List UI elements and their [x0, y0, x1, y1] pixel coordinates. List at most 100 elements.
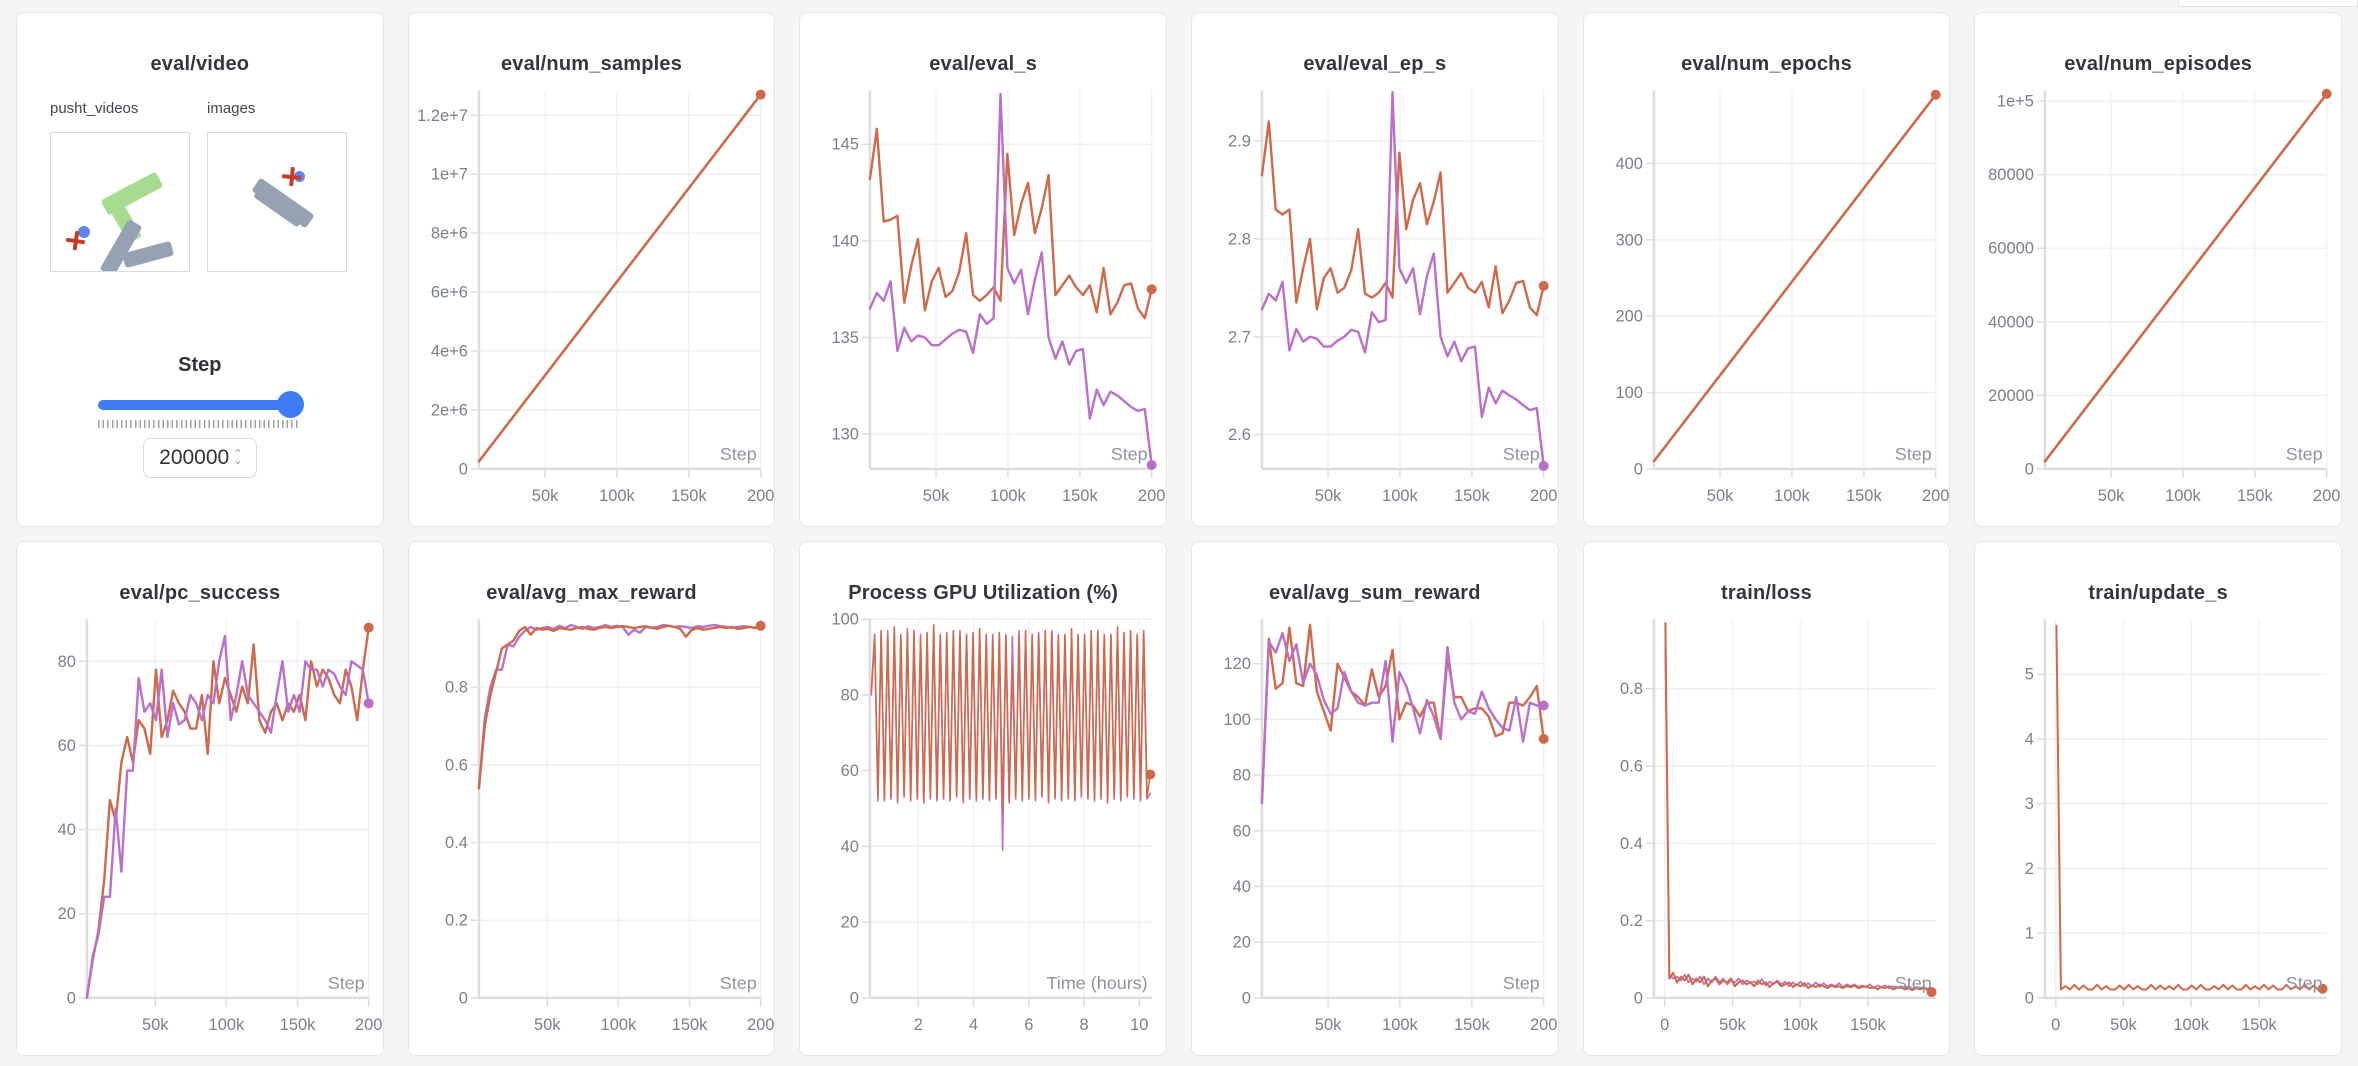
- chart-title: eval/eval_ep_s: [1303, 53, 1447, 75]
- svg-text:0.4: 0.4: [445, 834, 468, 852]
- svg-text:150k: 150k: [280, 1016, 316, 1034]
- chart-train-loss[interactable]: 0 0.2 0.4 0.6 0.8 0 50k 100k 150k Step: [1584, 611, 1950, 1048]
- svg-text:0: 0: [458, 989, 467, 1007]
- video-panel-body: pusht_videos images Step: [17, 82, 383, 519]
- svg-text:100: 100: [1223, 711, 1250, 729]
- clipped-panel-edge: [2178, 0, 2358, 7]
- svg-text:200: 200: [2313, 487, 2340, 505]
- svg-text:150k: 150k: [2237, 487, 2273, 505]
- svg-text:4: 4: [969, 1016, 978, 1034]
- svg-text:50k: 50k: [1315, 1016, 1342, 1034]
- chart-eval-pc-success[interactable]: 0 20 40 60 80 50k 100k 150k 200 Step: [17, 611, 383, 1048]
- chart-eval-num-samples[interactable]: 0 2e+6 4e+6 6e+6 8e+6 1e+7 1.2e+7 50k 100k 150k 20…: [409, 82, 775, 519]
- video-panel-title: eval/video: [150, 53, 250, 75]
- svg-text:Step: Step: [328, 973, 365, 993]
- panel-eval-eval-s: eval/eval_s 130 135 140 145 50k 100k 150k 200 St…: [799, 12, 1167, 527]
- svg-text:60000: 60000: [1988, 240, 2034, 258]
- media-label-images: images: [207, 100, 256, 117]
- svg-text:150k: 150k: [671, 487, 707, 505]
- chart-title: train/update_s: [2088, 582, 2228, 604]
- svg-text:Step: Step: [1894, 973, 1931, 993]
- chart-eval-avg-max-reward[interactable]: 0 0.2 0.4 0.6 0.8 50k 100k 150k 200 Step: [409, 611, 775, 1048]
- stepper-down-icon[interactable]: ⌄: [233, 455, 243, 467]
- video-thumbnail-pusht[interactable]: [50, 132, 190, 272]
- svg-text:50k: 50k: [1706, 487, 1733, 505]
- step-slider-label: Step: [178, 354, 222, 376]
- svg-text:8: 8: [1080, 1016, 1089, 1034]
- svg-text:145: 145: [832, 136, 859, 154]
- svg-text:Step: Step: [2286, 973, 2323, 993]
- chart-eval-avg-sum-reward[interactable]: 0 20 40 60 80 100 120 50k 100k 150k 200 Step: [1192, 611, 1558, 1048]
- svg-text:60: 60: [841, 762, 859, 780]
- svg-text:1: 1: [2025, 925, 2034, 943]
- svg-text:0: 0: [458, 460, 467, 478]
- svg-text:0: 0: [2051, 1016, 2060, 1034]
- svg-text:80: 80: [841, 686, 859, 704]
- panel-eval-avg-sum-reward: eval/avg_sum_reward 0 20 40 60 80 100 120 50k 10…: [1190, 541, 1559, 1056]
- chart-eval-num-epochs[interactable]: 0 100 200 300 400 50k 100k 150k 200 Step: [1584, 82, 1950, 519]
- chart-gpu-utilization[interactable]: 0 20 40 60 80 100 2 4 6 8 10 Time (hours): [800, 611, 1166, 1048]
- chart-title: eval/pc_success: [119, 582, 281, 604]
- panel-eval-num-episodes: eval/num_episodes 0 20000 40000 60000 80000 1…: [1974, 12, 2342, 527]
- svg-text:200: 200: [747, 487, 774, 505]
- chart-title: eval/avg_sum_reward: [1268, 582, 1481, 604]
- svg-text:50k: 50k: [531, 487, 558, 505]
- svg-text:50k: 50k: [1315, 487, 1342, 505]
- step-slider-track[interactable]: [98, 391, 304, 418]
- svg-text:100: 100: [1615, 384, 1642, 402]
- svg-text:10: 10: [1130, 1016, 1148, 1034]
- svg-text:50k: 50k: [923, 487, 950, 505]
- svg-text:0.4: 0.4: [1620, 835, 1643, 853]
- svg-text:20: 20: [58, 905, 76, 923]
- svg-text:Step: Step: [1894, 444, 1931, 464]
- images-target-cross-icon: [281, 166, 302, 187]
- svg-text:100k: 100k: [2165, 487, 2201, 505]
- svg-text:40: 40: [841, 838, 859, 856]
- svg-text:300: 300: [1615, 231, 1642, 249]
- svg-text:2.7: 2.7: [1228, 328, 1251, 346]
- svg-text:40: 40: [1233, 878, 1251, 896]
- svg-text:0: 0: [2025, 989, 2034, 1007]
- step-slider-thumb[interactable]: [277, 391, 304, 418]
- svg-text:0: 0: [850, 989, 859, 1007]
- svg-text:2.9: 2.9: [1228, 133, 1251, 151]
- chart-eval-num-episodes[interactable]: 0 20000 40000 60000 80000 1e+5 50k 100k 150k 200 S…: [1975, 82, 2341, 519]
- svg-text:100k: 100k: [209, 1016, 245, 1034]
- svg-text:2: 2: [2025, 860, 2034, 878]
- svg-text:140: 140: [832, 232, 859, 250]
- svg-text:40000: 40000: [1988, 313, 2034, 331]
- media-label-pusht-videos: pusht_videos: [50, 100, 139, 117]
- svg-text:4e+6: 4e+6: [430, 342, 467, 360]
- chart-eval-eval-s[interactable]: 130 135 140 145 50k 100k 150k 200 Step: [800, 82, 1166, 519]
- stepper-up-icon[interactable]: ⌃: [233, 448, 243, 460]
- panel-eval-avg-max-reward: eval/avg_max_reward 0 0.2 0.4 0.6 0.8 50k 100k…: [407, 541, 776, 1056]
- svg-text:100: 100: [832, 611, 859, 629]
- chart-eval-eval-ep-s[interactable]: 2.6 2.7 2.8 2.9 50k 100k 150k 200 Step: [1192, 82, 1558, 519]
- panel-eval-num-epochs: eval/num_epochs 0 100 200 300 400 50k 100k 150k…: [1582, 12, 1951, 527]
- svg-text:200: 200: [1922, 487, 1949, 505]
- svg-text:50k: 50k: [2111, 1016, 2138, 1034]
- svg-text:2e+6: 2e+6: [430, 401, 467, 419]
- step-value-stepper[interactable]: ⌃⌄: [142, 438, 257, 478]
- svg-text:100k: 100k: [1774, 487, 1810, 505]
- svg-text:0.6: 0.6: [1620, 758, 1643, 776]
- svg-text:100k: 100k: [2174, 1016, 2210, 1034]
- svg-text:Step: Step: [1503, 973, 1540, 993]
- svg-text:Step: Step: [719, 444, 756, 464]
- chart-train-update-s[interactable]: 0 1 2 3 4 5 0 50k 100k 150k Step: [1975, 611, 2341, 1048]
- svg-text:3: 3: [2025, 795, 2034, 813]
- svg-text:0: 0: [1242, 989, 1251, 1007]
- svg-text:200: 200: [355, 1016, 382, 1034]
- svg-text:Step: Step: [1111, 444, 1148, 464]
- svg-text:60: 60: [58, 737, 76, 755]
- svg-text:120: 120: [1223, 655, 1250, 673]
- chart-title: eval/num_episodes: [2064, 53, 2253, 75]
- stepper-spin-buttons[interactable]: ⌃ ⌄: [233, 448, 243, 467]
- svg-text:2.6: 2.6: [1228, 426, 1251, 444]
- video-thumbnail-images[interactable]: [207, 132, 347, 272]
- svg-text:200: 200: [1530, 487, 1557, 505]
- step-value-input[interactable]: [157, 446, 230, 470]
- chart-title: train/loss: [1721, 582, 1812, 604]
- svg-text:1e+7: 1e+7: [430, 166, 467, 184]
